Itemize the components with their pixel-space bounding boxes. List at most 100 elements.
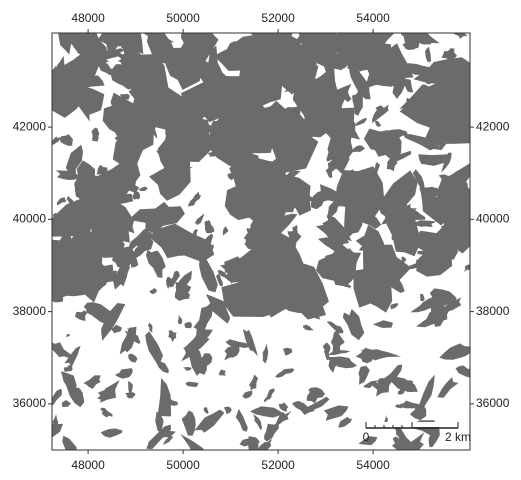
land-patch [129, 244, 139, 268]
land-patch [399, 84, 470, 134]
land-patch [194, 409, 225, 433]
land-patch [177, 314, 183, 325]
land-patch [308, 119, 343, 132]
land-patch [360, 349, 402, 361]
land-patch [52, 414, 59, 429]
land-patch [308, 387, 325, 394]
land-patch [159, 263, 164, 270]
land-patch [299, 74, 316, 83]
y-tick-label-right: 36000 [476, 396, 510, 410]
land-patch [271, 213, 298, 237]
land-patch [52, 196, 107, 237]
land-patch [72, 283, 81, 294]
land-patch [418, 33, 433, 45]
land-patch [179, 132, 202, 150]
land-patch [326, 198, 341, 219]
land-patch [110, 92, 148, 124]
land-patch [100, 428, 123, 438]
land-patch [354, 117, 367, 127]
x-tick-label-top: 54000 [356, 11, 390, 25]
land-patch [175, 282, 192, 297]
land-patch [56, 169, 80, 180]
land-patch [155, 172, 168, 179]
land-patch [262, 344, 269, 364]
land-patch [247, 273, 260, 302]
land-patch [155, 170, 176, 193]
land-patch [359, 204, 371, 224]
x-tick-label-bottom: 48000 [71, 458, 105, 472]
land-patch [390, 129, 408, 139]
land-patch [90, 33, 107, 71]
land-patch [380, 71, 392, 82]
land-patch [375, 120, 382, 128]
land-patch [372, 104, 389, 124]
land-patch [171, 98, 184, 110]
land-patch [223, 406, 232, 415]
land-patch [279, 61, 290, 68]
land-patch [55, 259, 71, 274]
land-patch [263, 388, 275, 403]
land-patch [128, 201, 185, 234]
land-patch [64, 365, 73, 372]
land-patch [410, 295, 442, 313]
land-patch [380, 47, 385, 55]
scale-end-label: 2 km [445, 430, 471, 444]
y-tick-label-left: 40000 [13, 212, 47, 226]
land-patch [287, 227, 302, 249]
land-patch [441, 152, 452, 173]
land-patch [382, 258, 389, 265]
land-patch [101, 225, 122, 239]
land-patch [334, 135, 342, 158]
land-patch [61, 371, 77, 391]
land-patch [282, 303, 313, 314]
land-patch [326, 321, 344, 334]
scale-bar: 0 2 km [363, 422, 471, 444]
land-patch [340, 89, 352, 102]
land-patch [399, 84, 435, 109]
land-patch [264, 241, 279, 251]
land-patch [395, 404, 406, 409]
land-patch [222, 226, 229, 236]
land-patch [146, 250, 166, 278]
land-patch [150, 89, 166, 109]
land-patch [207, 45, 223, 99]
land-patch [185, 381, 199, 388]
land-patch [361, 350, 373, 364]
land-patch [282, 347, 293, 356]
land-patch [453, 33, 468, 39]
land-patch [52, 236, 103, 296]
land-patch [374, 162, 381, 175]
land-patch [342, 193, 384, 210]
land-patch [400, 33, 408, 37]
land-patch [392, 213, 409, 244]
land-patch [118, 108, 124, 116]
land-patch [352, 88, 363, 116]
land-patch [341, 280, 352, 289]
land-patch [56, 197, 67, 206]
land-patch [363, 380, 378, 389]
land-patch [419, 186, 445, 199]
land-patch [257, 438, 273, 450]
land-patch [380, 388, 386, 394]
land-patch [441, 109, 462, 122]
x-tick-label-bottom: 52000 [261, 458, 295, 472]
land-patch [52, 212, 64, 224]
land-patch [184, 239, 210, 261]
land-patch [264, 423, 279, 442]
land-patch [322, 248, 358, 281]
land-patch [66, 385, 85, 408]
land-patch [193, 300, 214, 343]
land-patch [133, 142, 144, 160]
land-patch [252, 251, 280, 266]
land-patch [184, 322, 192, 329]
land-patch [163, 160, 176, 172]
land-patch [265, 66, 279, 76]
land-patch [351, 145, 365, 153]
land-patch [160, 433, 168, 438]
land-patch [188, 191, 202, 207]
land-patch [169, 270, 180, 288]
land-patch [404, 78, 414, 93]
land-patch [377, 267, 388, 280]
land-patch [127, 117, 160, 144]
